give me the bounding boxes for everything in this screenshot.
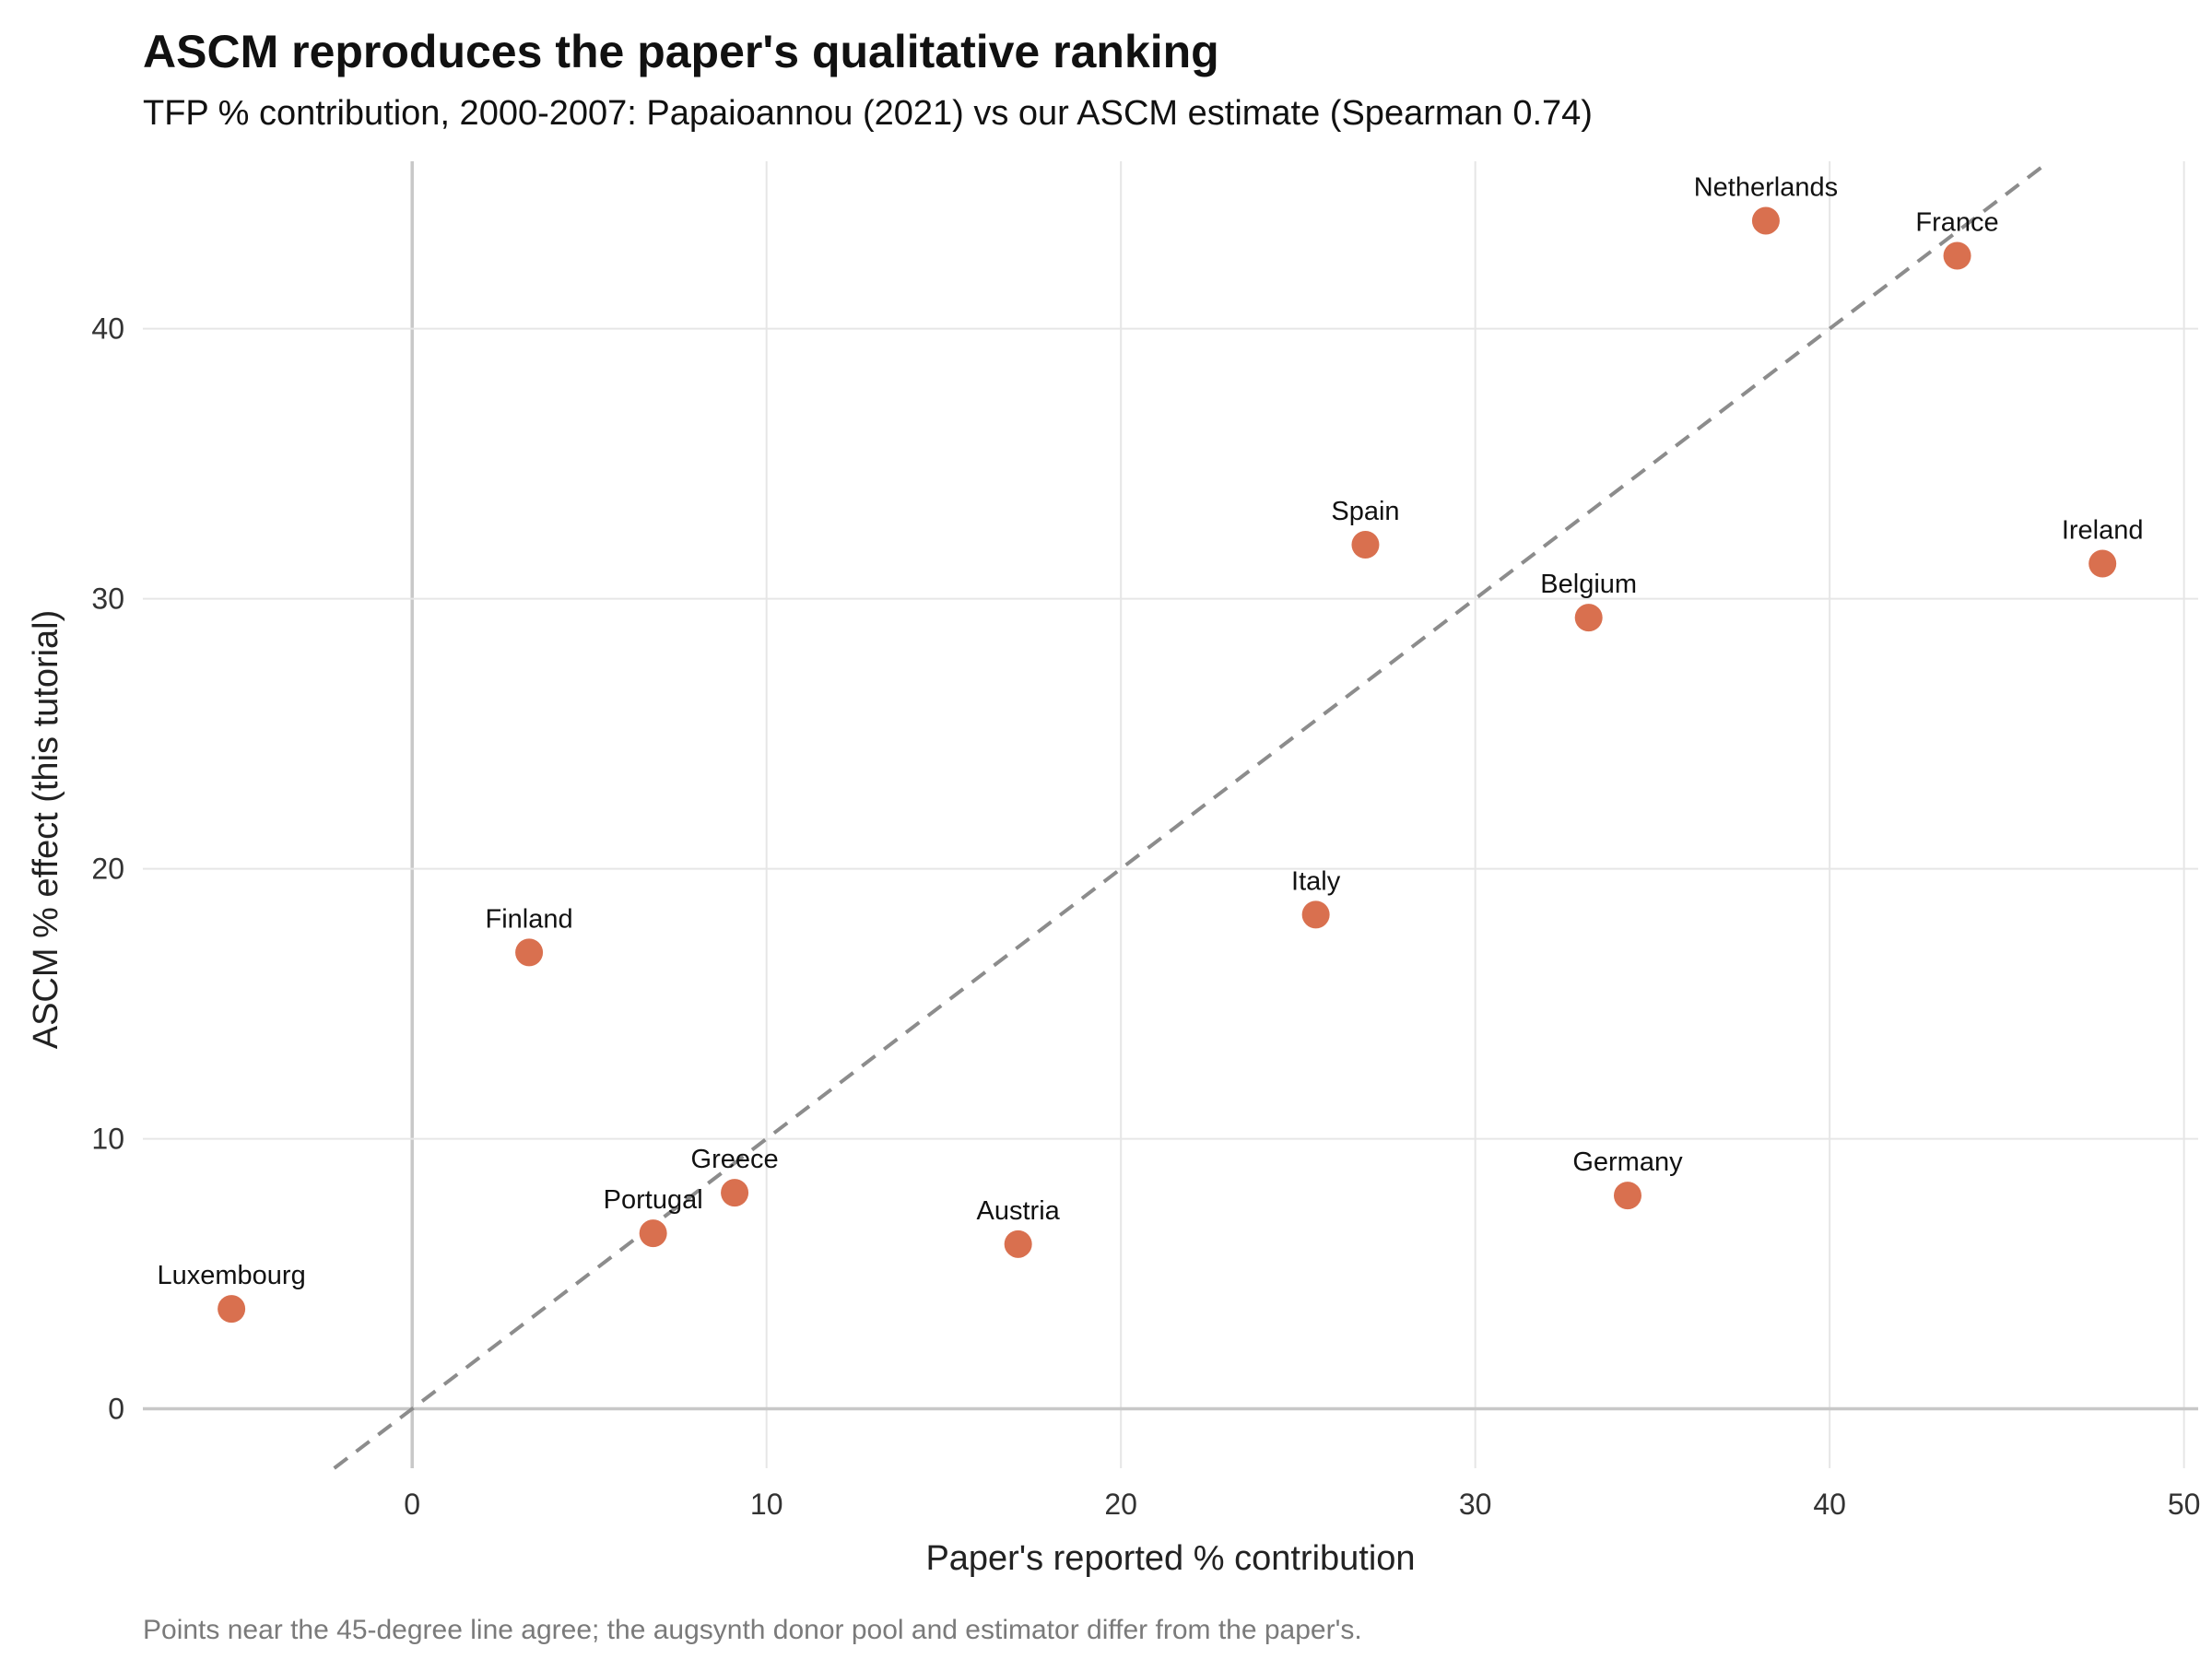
point-label: Germany (1572, 1147, 1683, 1177)
data-point (2088, 549, 2117, 578)
y-tick-label: 0 (108, 1393, 124, 1426)
data-point (1943, 241, 1971, 270)
x-tick-label: 30 (1459, 1488, 1492, 1521)
point-label: Luxembourg (158, 1261, 306, 1290)
point-label: Spain (1331, 497, 1399, 526)
chart-caption: Points near the 45-degree line agree; th… (143, 1615, 1362, 1645)
reference-line-45deg (333, 159, 2051, 1470)
y-axis-title: ASCM % effect (this tutorial) (27, 610, 65, 1050)
data-point (1574, 604, 1603, 632)
x-tick-label: 10 (750, 1488, 783, 1521)
data-point (218, 1295, 246, 1324)
y-tick-label: 20 (91, 853, 124, 886)
x-tick-label: 20 (1104, 1488, 1137, 1521)
y-tick-label: 40 (91, 312, 124, 346)
x-tick-label: 40 (1813, 1488, 1846, 1521)
y-tick-labels: 0 10 20 30 40 (91, 312, 124, 1426)
point-label: France (1915, 208, 1998, 238)
point-label: Italy (1291, 866, 1341, 896)
chart-subtitle: TFP % contribution, 2000-2007: Papaioann… (143, 94, 1593, 133)
x-tick-label: 50 (2168, 1488, 2201, 1521)
point-label: Ireland (2062, 516, 2144, 546)
data-point (1751, 206, 1780, 235)
point-label: Finland (486, 904, 573, 934)
point-label: Netherlands (1694, 172, 1838, 202)
point-label: Belgium (1540, 570, 1637, 599)
data-points (218, 206, 2117, 1324)
y-tick-label: 10 (91, 1123, 124, 1156)
gridlines (143, 161, 2198, 1468)
x-tick-labels: 0 10 20 30 40 50 (404, 1488, 2200, 1521)
point-labels: Netherlands France Ireland Spain Belgium Ital… (158, 172, 2144, 1290)
point-label: Portugal (604, 1185, 703, 1215)
data-point (721, 1179, 749, 1207)
x-axis-title: Paper's reported % contribution (925, 1539, 1415, 1578)
data-point (1613, 1182, 1641, 1210)
data-point (1004, 1230, 1032, 1258)
reference-line-group (333, 159, 2051, 1470)
chart-title: ASCM reproduces the paper's qualitative … (143, 26, 1219, 77)
point-label: Austria (977, 1196, 1061, 1226)
data-point (1351, 531, 1380, 559)
data-point (639, 1219, 667, 1248)
data-point (1301, 900, 1330, 929)
data-point (515, 938, 544, 967)
point-label: Greece (691, 1145, 779, 1174)
y-tick-label: 30 (91, 582, 124, 616)
x-tick-label: 0 (404, 1488, 420, 1521)
